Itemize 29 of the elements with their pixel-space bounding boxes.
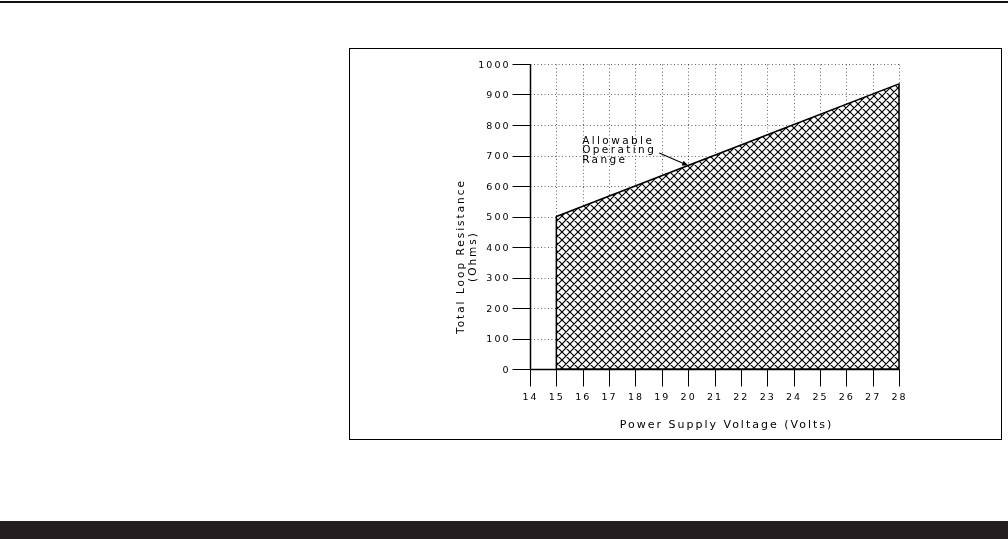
x-tick-label: 19 bbox=[654, 390, 671, 402]
x-tick-label: 28 bbox=[891, 390, 908, 402]
x-tick-label: 15 bbox=[548, 390, 565, 402]
y-tick-label: 0 bbox=[502, 363, 511, 375]
x-tick-label: 27 bbox=[865, 390, 882, 402]
y-tick-label: 800 bbox=[486, 119, 511, 131]
y-tick-label: 700 bbox=[486, 150, 511, 161]
y-tick-label: 400 bbox=[486, 241, 511, 253]
y-tick-label: 1000 bbox=[478, 58, 511, 70]
y-tick-label: 600 bbox=[486, 180, 511, 192]
y-tick-label: 100 bbox=[486, 333, 511, 344]
x-tick-label: 16 bbox=[575, 390, 592, 402]
x-tick-label: 23 bbox=[759, 390, 776, 402]
y-tick-label: 900 bbox=[486, 89, 511, 100]
x-tick-label: 21 bbox=[706, 390, 724, 402]
x-tick-label: 22 bbox=[733, 390, 750, 402]
x-tick-label: 20 bbox=[680, 390, 697, 402]
x-tick-label: 17 bbox=[601, 390, 618, 402]
x-tick-label: 25 bbox=[812, 390, 829, 402]
x-tick-label: 14 bbox=[522, 390, 539, 402]
x-tick-label: 24 bbox=[786, 390, 803, 402]
x-tick-label: 26 bbox=[838, 390, 855, 402]
y-tick-label: 500 bbox=[486, 211, 511, 222]
y-axis-title: Total Loop Resistance (Ohms) bbox=[453, 179, 478, 335]
y-tick-label: 300 bbox=[486, 272, 511, 283]
x-tick-label: 18 bbox=[627, 390, 644, 402]
x-axis-title: Power Supply Voltage (Volts) bbox=[619, 417, 834, 431]
y-tick-label: 200 bbox=[486, 302, 511, 314]
annotation: Allowable Operating Range bbox=[582, 133, 657, 165]
